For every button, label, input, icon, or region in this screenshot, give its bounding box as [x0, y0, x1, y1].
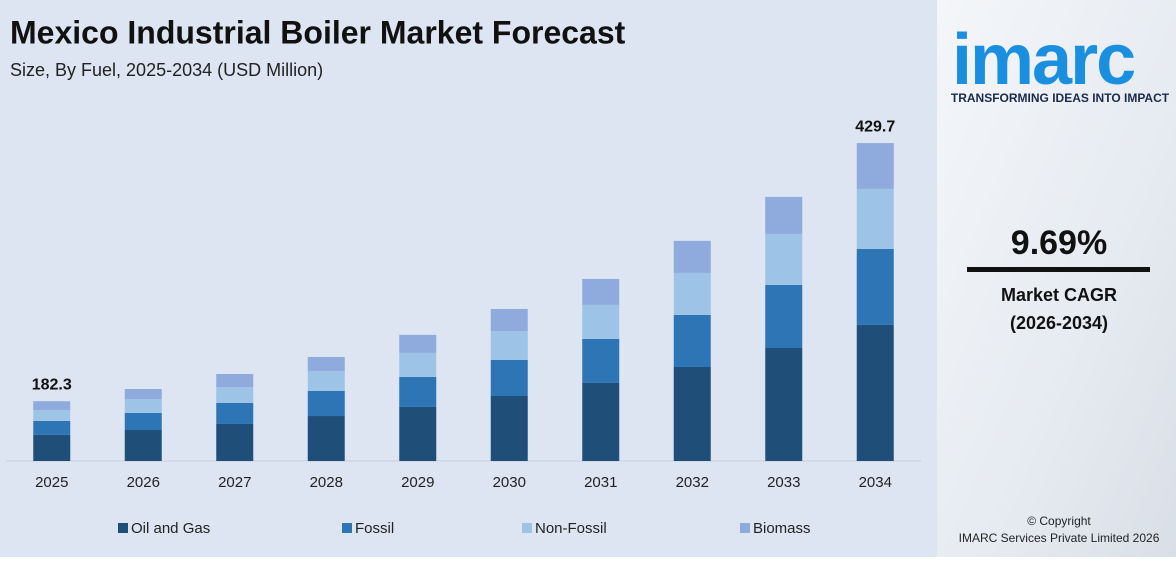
bar-segment — [124, 389, 162, 400]
bar-segment — [856, 143, 894, 189]
legend-label: Non-Fossil — [535, 520, 607, 537]
bar-segment — [582, 338, 620, 383]
bar-segment — [124, 399, 162, 414]
bar-segment — [856, 324, 894, 461]
bar-segment — [490, 308, 528, 331]
legend-swatch — [740, 523, 750, 533]
bar-segment — [765, 196, 803, 234]
legend-swatch — [118, 523, 128, 533]
copyright: © Copyright — [1027, 514, 1091, 528]
bar-segment — [307, 416, 345, 461]
x-tick-label: 2030 — [493, 474, 526, 491]
bar-segment — [33, 434, 71, 461]
bar-segment — [856, 248, 894, 325]
legend-label: Fossil — [355, 520, 394, 537]
cagr-rule — [967, 267, 1150, 272]
bar-segment — [33, 409, 71, 421]
copyright-holder: IMARC Services Private Limited 2026 — [959, 531, 1160, 545]
bar-segment — [765, 233, 803, 285]
total-label: 182.3 — [32, 376, 72, 393]
bar-segment — [33, 401, 71, 410]
bar-segment — [33, 420, 71, 435]
bar-segment — [399, 376, 437, 407]
legend-swatch — [522, 523, 532, 533]
x-tick-label: 2025 — [35, 474, 68, 491]
bar-segment — [307, 370, 345, 391]
sidebar-background — [937, 0, 1176, 557]
bar-segment — [399, 334, 437, 353]
bar-segment — [490, 330, 528, 361]
logo: imarc — [952, 20, 1134, 100]
cagr-period: (2026-2034) — [1010, 313, 1108, 333]
x-tick-label: 2032 — [676, 474, 709, 491]
x-tick-label: 2034 — [859, 474, 892, 491]
bar-segment — [673, 314, 711, 367]
cagr-value: 9.69% — [1011, 224, 1107, 262]
bar-segment — [673, 272, 711, 315]
bar-segment — [490, 360, 528, 396]
x-tick-label: 2031 — [584, 474, 617, 491]
x-tick-label: 2028 — [310, 474, 343, 491]
bar-segment — [216, 402, 254, 424]
x-tick-label: 2029 — [401, 474, 434, 491]
legend-swatch — [342, 523, 352, 533]
bar-segment — [399, 406, 437, 461]
chart-title: Mexico Industrial Boiler Market Forecast — [10, 14, 626, 50]
bar-segment — [673, 240, 711, 273]
legend-label: Oil and Gas — [131, 520, 210, 537]
x-tick-label: 2033 — [767, 474, 800, 491]
bar-segment — [673, 366, 711, 461]
legend-label: Biomass — [753, 520, 811, 537]
bar-segment — [307, 390, 345, 417]
total-label: 429.7 — [855, 118, 895, 135]
bar-segment — [216, 387, 254, 403]
bar-segment — [399, 352, 437, 377]
x-tick-label: 2027 — [218, 474, 251, 491]
bar-segment — [582, 278, 620, 305]
bar-segment — [307, 356, 345, 371]
cagr-label: Market CAGR — [1001, 285, 1117, 305]
bar-segment — [765, 284, 803, 349]
chart-subtitle: Size, By Fuel, 2025-2034 (USD Million) — [10, 60, 323, 80]
bar-segment — [216, 423, 254, 461]
bar-segment — [124, 430, 162, 461]
bar-segment — [856, 188, 894, 249]
tagline: TRANSFORMING IDEAS INTO IMPACT — [951, 91, 1170, 105]
bar-segment — [216, 373, 254, 388]
bar-segment — [124, 413, 162, 431]
bar-segment — [582, 304, 620, 339]
bar-segment — [490, 395, 528, 461]
x-tick-label: 2026 — [127, 474, 160, 491]
bar-segment — [582, 382, 620, 461]
bar-segment — [765, 348, 803, 461]
